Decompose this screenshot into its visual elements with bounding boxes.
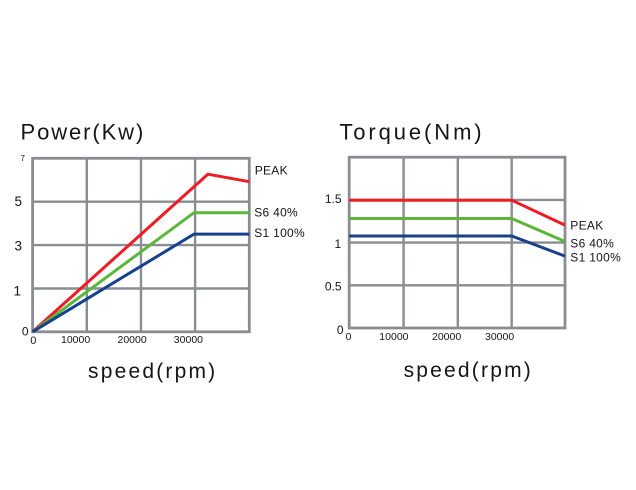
svg-text:7: 7 <box>21 154 26 163</box>
svg-text:10000: 10000 <box>379 331 408 343</box>
svg-text:30000: 30000 <box>174 334 203 346</box>
svg-text:0: 0 <box>30 335 36 347</box>
svg-text:30000: 30000 <box>485 331 514 343</box>
svg-text:1: 1 <box>335 237 342 251</box>
svg-text:0: 0 <box>337 323 344 337</box>
svg-text:0: 0 <box>22 325 29 339</box>
svg-text:S6 40%: S6 40% <box>570 237 614 251</box>
svg-text:0.5: 0.5 <box>325 280 342 294</box>
svg-text:speed(rpm): speed(rpm) <box>404 359 533 382</box>
svg-text:speed(rpm): speed(rpm) <box>88 360 217 383</box>
svg-text:Power(Kw): Power(Kw) <box>21 119 146 144</box>
svg-text:Torque(Nm): Torque(Nm) <box>339 119 484 144</box>
svg-text:10000: 10000 <box>61 334 90 346</box>
svg-text:1.5: 1.5 <box>325 192 342 206</box>
svg-text:S1 100%: S1 100% <box>570 251 621 265</box>
svg-text:1: 1 <box>13 284 21 299</box>
svg-text:20000: 20000 <box>118 334 147 346</box>
svg-text:S6 40%: S6 40% <box>254 206 298 220</box>
svg-text:S1 100%: S1 100% <box>254 226 305 240</box>
svg-text:3: 3 <box>14 239 22 254</box>
svg-text:20000: 20000 <box>432 331 461 343</box>
svg-text:PEAK: PEAK <box>570 219 603 233</box>
svg-text:5: 5 <box>14 194 22 209</box>
svg-text:0: 0 <box>346 331 352 343</box>
svg-text:PEAK: PEAK <box>255 164 288 178</box>
